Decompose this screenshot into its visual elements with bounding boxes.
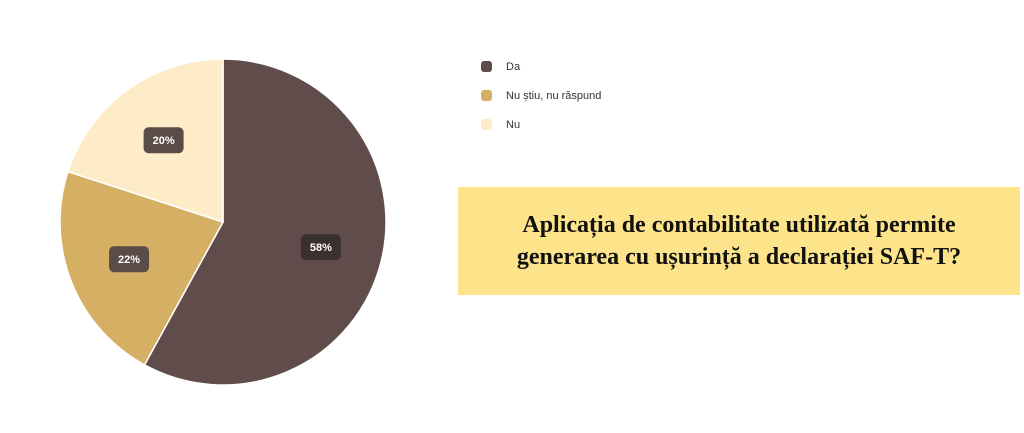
legend-item-nu[interactable]: Nu [481,110,601,139]
legend: Da Nu știu, nu răspund Nu [481,52,601,139]
legend-swatch-nu [481,119,492,130]
legend-swatch-nu-stiu [481,90,492,101]
legend-label-nu-stiu: Nu știu, nu răspund [506,89,602,102]
data-label-bg-nu [143,127,184,154]
pie-slice-da[interactable] [143,58,387,386]
data-label-nu-stiu: 22% [109,246,150,273]
data-label-text-nu-stiu: 22% [118,254,140,266]
data-label-text-nu: 20% [153,135,175,147]
legend-swatch-da [481,61,492,72]
data-label-nu: 20% [143,127,184,154]
data-label-bg-da [300,234,341,261]
pie-chart: 58% 22% 20% [59,58,387,386]
question-title: Aplicația de contabilitate utilizată per… [516,212,962,270]
data-label-text-da: 58% [310,242,332,254]
data-label-bg-nu-stiu [109,246,150,273]
legend-item-da[interactable]: Da [481,52,601,81]
question-box: Aplicația de contabilitate utilizată per… [458,187,1020,295]
legend-label-da: Da [506,60,521,73]
legend-item-nu-stiu[interactable]: Nu știu, nu răspund [481,81,601,110]
legend-label-nu: Nu [506,118,521,131]
data-label-da: 58% [300,234,341,261]
